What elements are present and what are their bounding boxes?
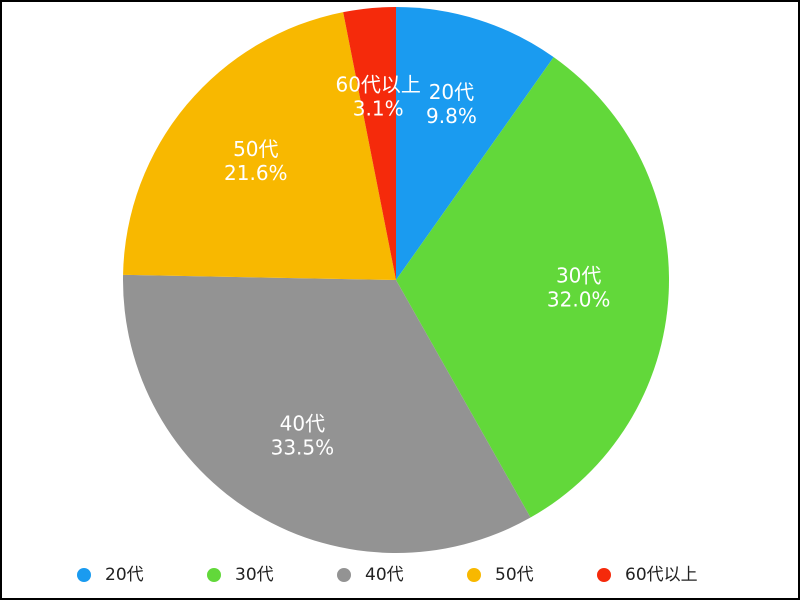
legend-marker: [337, 568, 351, 582]
legend-label: 40代: [365, 565, 404, 585]
legend-marker: [597, 568, 611, 582]
legend-marker: [77, 568, 91, 582]
legend-marker: [207, 568, 221, 582]
slice-category-label: 30代: [556, 264, 601, 288]
slice-value-label: 9.8%: [426, 104, 477, 128]
legend-marker: [467, 568, 481, 582]
slice-value-label: 21.6%: [224, 161, 288, 185]
pie-slice: [123, 12, 397, 280]
pie-slice: [396, 7, 554, 280]
slice-category-label: 60代以上: [335, 72, 420, 96]
legend-label: 30代: [235, 565, 274, 585]
legend-label: 60代以上: [625, 565, 698, 585]
pie-slice: [396, 57, 670, 518]
slice-category-label: 40代: [280, 412, 325, 436]
pie-slice: [343, 7, 396, 280]
slice-category-label: 50代: [233, 137, 278, 161]
legend-label: 20代: [105, 565, 144, 585]
legend-label: 50代: [495, 565, 534, 585]
pie-slice: [123, 274, 531, 554]
slice-value-label: 32.0%: [547, 288, 611, 312]
slice-value-label: 3.1%: [353, 96, 404, 120]
slice-value-label: 33.5%: [271, 436, 335, 460]
slice-category-label: 20代: [429, 80, 474, 104]
